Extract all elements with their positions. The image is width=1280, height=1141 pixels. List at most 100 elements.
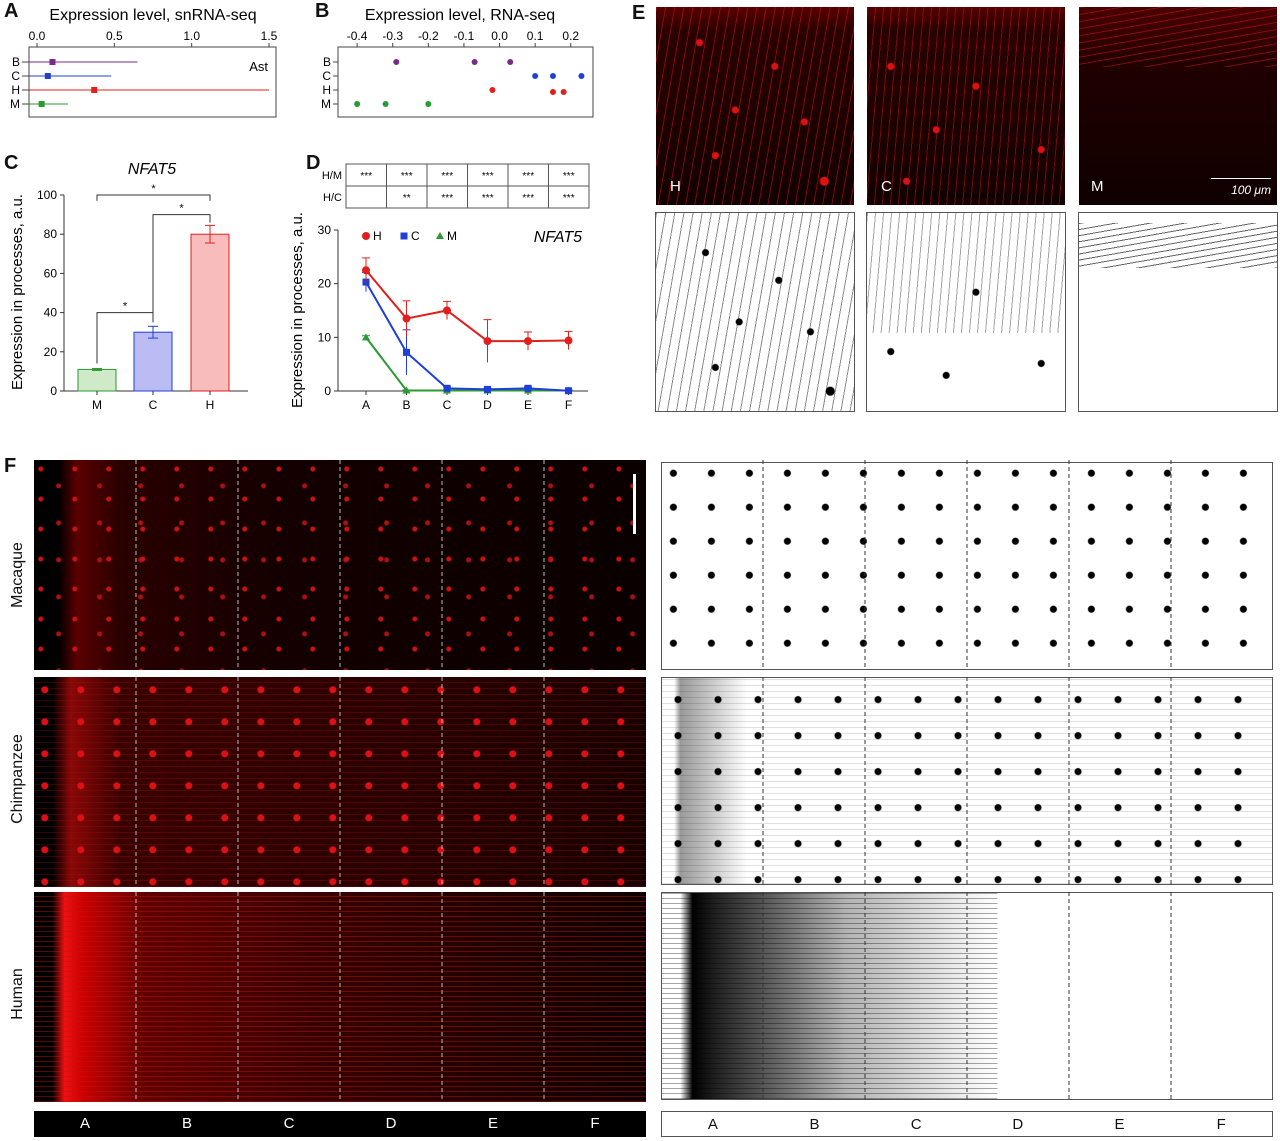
panel-a-tick-label: 1.5 — [261, 29, 278, 43]
panel-c-y-tick-label: 40 — [44, 306, 58, 320]
panel-e-chimp-micrograph: C — [867, 7, 1065, 205]
panel-e-scalebar-label: 100 μm — [1231, 183, 1271, 197]
panel-f-row-human: Human — [9, 968, 26, 1020]
panel-f-chimp-binary — [661, 677, 1273, 885]
panel-b-point-c — [532, 73, 539, 79]
panel-f-layer-label: F — [1216, 1116, 1226, 1133]
panel-a-tick-label: 0.5 — [106, 29, 123, 43]
panel-d-point-h — [362, 266, 370, 275]
panel-b-tick-label: -0.3 — [382, 29, 403, 43]
panel-c-y-tick-label: 20 — [44, 345, 58, 359]
panel-d-point-h — [524, 337, 532, 346]
panel-d-table-cell: *** — [522, 171, 534, 182]
panel-d-point-c — [484, 385, 491, 393]
panel-c-sig-bracket — [152, 214, 211, 321]
panel-d-point-h — [564, 336, 573, 345]
panel-b-tick-label: 0.1 — [527, 29, 544, 43]
panel-b-row-label: C — [322, 69, 331, 83]
panel-d-point-c — [443, 384, 451, 392]
panel-a-point-b — [49, 59, 56, 65]
panel-d-table-cell: *** — [522, 193, 534, 204]
panel-b-tick-label: -0.2 — [418, 29, 439, 43]
panel-d-line-m — [365, 336, 569, 392]
panel-f-macaque-binary — [661, 462, 1273, 670]
panel-d-table-cell: *** — [441, 193, 453, 204]
panel-a-point-m — [38, 101, 45, 107]
panel-c-bar-h — [190, 233, 230, 392]
panel-b-row-label: B — [323, 55, 331, 69]
panel-f-human-binary — [661, 892, 1273, 1100]
panel-d-table-cell: *** — [482, 193, 494, 204]
panel-c-x-tick-label: H — [206, 398, 215, 412]
panel-f-row-chimpanzee: Chimpanzee — [9, 734, 26, 824]
panel-f-layer-label: A — [79, 1115, 90, 1132]
panel-d-table-row-label: H/M — [322, 170, 342, 182]
panel-b-point-b — [393, 59, 400, 65]
panel-label-b: B — [315, 0, 330, 22]
panel-f-layer-label: E — [487, 1115, 498, 1132]
panel-b-tick-label: 0.0 — [491, 29, 508, 43]
panel-c-sig-bracket — [96, 194, 211, 201]
panel-d-point-m — [362, 333, 370, 341]
panel-f-layer-label: B — [809, 1116, 820, 1133]
panel-b-row-label: H — [322, 83, 331, 97]
panel-e-macaque-micrograph: M 100 μm — [1079, 7, 1277, 205]
panel-d-x-tick-label: B — [402, 398, 410, 412]
panel-a-chart: Expression level, snRNA-seq 0.0 0.5 1.0 1.5… — [10, 7, 278, 118]
panel-d-table-cell: *** — [441, 171, 453, 182]
panel-a-row-label: M — [10, 97, 20, 111]
panel-c-y-tick-label: 0 — [50, 384, 57, 398]
panel-d-point-c — [403, 348, 410, 356]
panel-d-legend-marker-c — [400, 232, 408, 240]
panel-a-row-label: H — [11, 83, 20, 97]
panel-c-x-tick-label: M — [92, 398, 102, 412]
panel-c-bar-c — [133, 331, 173, 392]
panel-b-point-h — [489, 87, 496, 93]
panel-a-point-c — [44, 73, 51, 79]
panel-d-point-c — [565, 387, 572, 395]
panel-b-point-c — [578, 73, 585, 79]
panel-c-title: NFAT5 — [128, 161, 176, 178]
panel-d-table-cell: *** — [563, 193, 575, 204]
panel-d-point-h — [483, 337, 492, 346]
panel-f-layer-strip-left: A B C D E F — [34, 1111, 646, 1137]
panel-c-sig-star: * — [151, 183, 156, 195]
panel-b-tick-label: -0.1 — [454, 29, 475, 43]
panel-d-legend-label: H — [373, 229, 382, 243]
panel-f-human-micrograph — [34, 892, 646, 1102]
panel-f-layer-label: C — [283, 1115, 295, 1132]
panel-f-layer-label: A — [707, 1116, 718, 1133]
panel-b-point-c — [549, 73, 556, 79]
panel-a-frame — [28, 46, 277, 118]
panel-d-point-h — [443, 306, 451, 315]
panel-d-table-cell: *** — [563, 171, 575, 182]
panel-c-bar-m — [77, 368, 117, 392]
panel-d-legend-label: C — [411, 229, 420, 243]
panel-d-chart: Expression in processes, a.u. H/M *** *** *… — [289, 163, 590, 412]
panel-f-layer-label: F — [590, 1115, 600, 1132]
panel-b-chart: Expression level, RNA-seq -0.4 -0.3 -0.2 -0… — [321, 7, 594, 118]
panel-b-row-label: M — [321, 97, 331, 111]
panel-d-ylabel: Expression in processes, a.u. — [289, 212, 306, 408]
panel-label-d: D — [306, 152, 321, 174]
panel-label-c: C — [4, 152, 19, 174]
panel-b-point-m — [354, 101, 361, 107]
panel-e-macaque-binary — [1078, 212, 1278, 412]
panel-a-title: Expression level, snRNA-seq — [49, 7, 256, 24]
panel-c-y-tick-label: 80 — [44, 227, 58, 241]
panel-b-tick-label: 0.2 — [562, 29, 579, 43]
panel-d-y-tick-label: 10 — [318, 330, 332, 344]
panel-d-table-cell: *** — [401, 171, 413, 182]
panel-d-x-tick-label: F — [565, 398, 572, 412]
panel-d-table-cell: *** — [482, 171, 494, 182]
panel-b-frame — [337, 46, 594, 118]
panel-f-row-macaque: Macaque — [9, 542, 26, 608]
panel-d-table-cell: ** — [403, 193, 411, 204]
panel-d-point-m — [402, 386, 411, 394]
panel-f-chimp-micrograph — [34, 677, 646, 887]
panel-b-point-h — [549, 89, 556, 95]
panel-c-chart: NFAT5 Expression in processes, a.u. 0 20 4… — [9, 161, 248, 412]
panel-b-point-h — [560, 89, 567, 95]
panel-d-line-c — [365, 281, 569, 392]
panel-f-layer-label: D — [385, 1115, 397, 1132]
